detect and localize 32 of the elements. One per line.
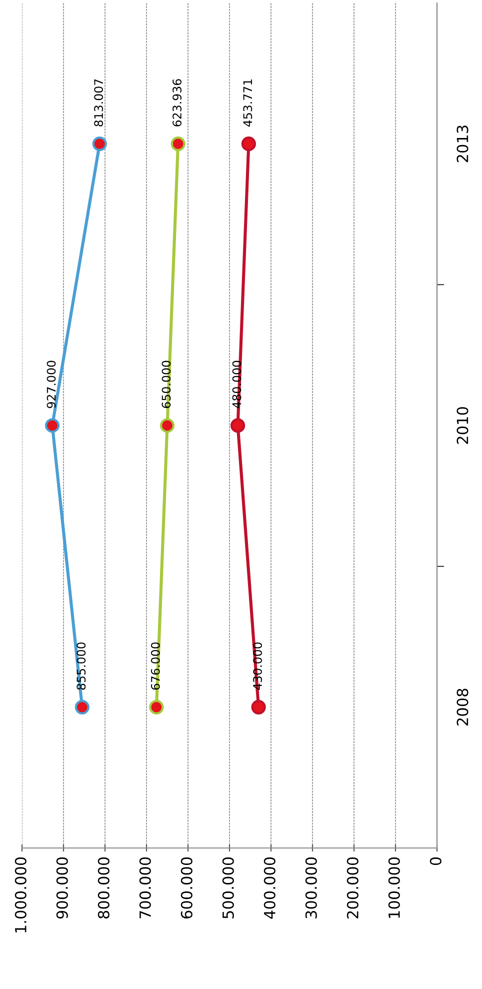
x-tick-label: 300.000 — [305, 857, 317, 918]
data-label: 650.000 — [162, 360, 171, 408]
x-tick-label: 100.000 — [388, 857, 400, 918]
point — [241, 136, 256, 152]
y-tick-label: 2010 — [456, 407, 468, 444]
x-tick-label: 500.000 — [222, 857, 234, 918]
x-tick-label: 900.000 — [56, 857, 68, 919]
data-label: 623.936 — [172, 79, 182, 126]
x-tick-label: 400.000 — [264, 857, 276, 919]
x-tick-label: 600.000 — [180, 857, 192, 918]
data-label: 453.771 — [243, 79, 252, 127]
data-label: 855.000 — [76, 642, 86, 690]
point — [170, 136, 186, 152]
y-tick-label: 2008 — [456, 688, 468, 726]
point — [149, 700, 164, 714]
data-label: 480.000 — [232, 360, 242, 408]
point — [74, 700, 90, 714]
data-label: 927.000 — [46, 360, 56, 408]
data-label: 430.000 — [253, 642, 262, 690]
point — [230, 418, 246, 433]
point — [251, 700, 266, 714]
x-tick-label: 0 — [430, 857, 442, 866]
x-tick-label: 800.000 — [98, 857, 110, 918]
point — [160, 418, 175, 433]
point — [92, 136, 107, 152]
y-tick-label: 2013 — [456, 126, 468, 162]
x-tick-label: 200.000 — [346, 857, 358, 918]
x-tick-label: 1.000.000 — [14, 857, 26, 932]
data-label: 676.000 — [150, 642, 160, 690]
data-label: 813.007 — [94, 79, 104, 126]
x-tick-label: 700.000 — [139, 857, 151, 918]
point — [45, 418, 60, 433]
